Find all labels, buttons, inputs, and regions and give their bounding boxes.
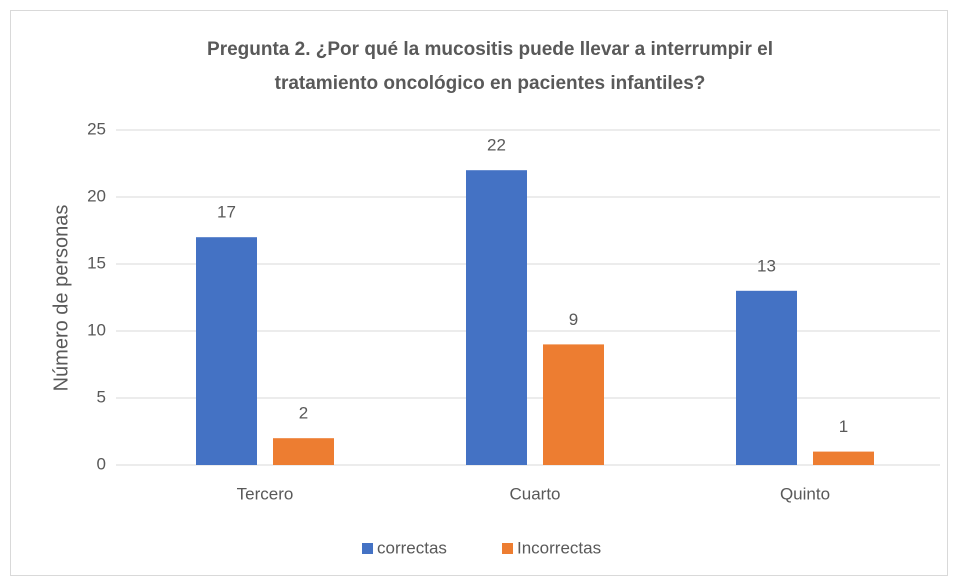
bar bbox=[273, 438, 334, 465]
bar bbox=[543, 344, 604, 465]
y-tick-label: 5 bbox=[97, 387, 106, 406]
legend-swatch bbox=[362, 543, 373, 554]
x-tick-label: Quinto bbox=[780, 484, 830, 503]
data-label: 2 bbox=[299, 404, 308, 423]
legend-label: Incorrectas bbox=[517, 538, 601, 557]
data-label: 22 bbox=[487, 136, 506, 155]
x-tick-label: Cuarto bbox=[509, 484, 560, 503]
x-tick-label: Tercero bbox=[237, 484, 294, 503]
bar bbox=[813, 451, 874, 465]
data-label: 9 bbox=[569, 310, 578, 329]
legend-label: correctas bbox=[377, 538, 447, 557]
data-label: 1 bbox=[839, 417, 848, 436]
y-tick-label: 20 bbox=[87, 186, 106, 205]
legend-swatch bbox=[502, 543, 513, 554]
bar bbox=[736, 290, 797, 465]
chart-title: tratamiento oncológico en pacientes infa… bbox=[275, 73, 706, 94]
y-tick-label: 15 bbox=[87, 253, 106, 272]
bar bbox=[196, 237, 257, 465]
chart-title: Pregunta 2. ¿Por qué la mucositis puede … bbox=[207, 39, 773, 60]
bar bbox=[466, 170, 527, 465]
y-tick-label: 10 bbox=[87, 320, 106, 339]
data-label: 17 bbox=[217, 203, 236, 222]
data-label: 13 bbox=[757, 256, 776, 275]
y-tick-label: 25 bbox=[87, 119, 106, 138]
y-tick-label: 0 bbox=[97, 454, 106, 473]
y-axis-label: Número de personas bbox=[50, 205, 72, 392]
